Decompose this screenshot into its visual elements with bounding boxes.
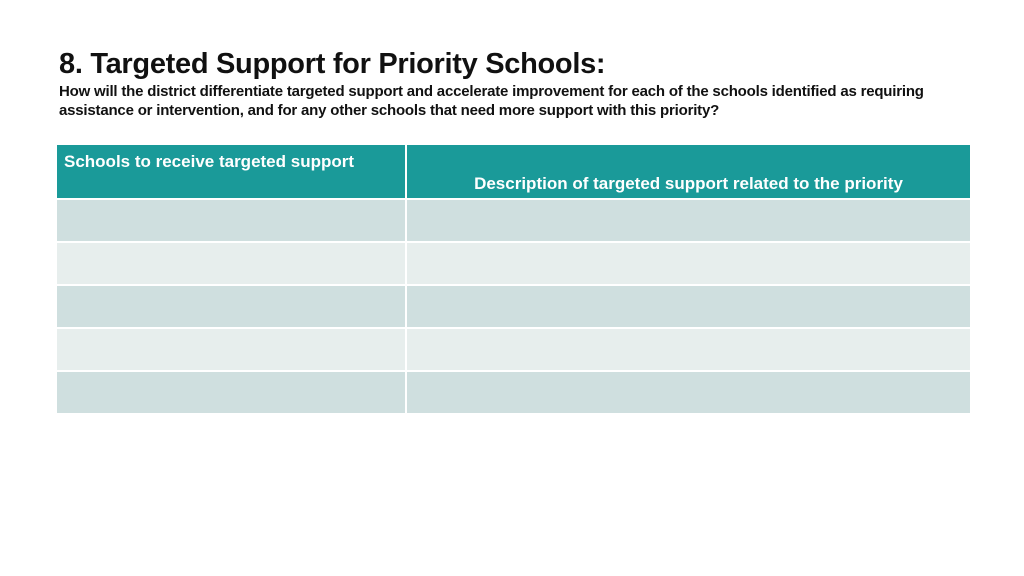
slide-question: How will the district differentiate targ… [59, 83, 924, 119]
school-cell[interactable] [57, 285, 407, 329]
school-cell[interactable] [57, 242, 407, 286]
school-cell[interactable] [57, 328, 407, 372]
table-row [57, 285, 970, 329]
table-header-row: Schools to receive targeted support Desc… [57, 145, 970, 200]
column-header-schools-label: Schools to receive targeted support [64, 152, 355, 171]
column-header-description-label: Description of targeted support related … [474, 174, 903, 193]
description-cell[interactable] [406, 199, 970, 243]
school-cell[interactable] [57, 199, 407, 243]
description-cell[interactable] [406, 328, 970, 372]
description-cell[interactable] [406, 285, 970, 329]
column-header-description: Description of targeted support related … [406, 145, 970, 200]
school-cell[interactable] [57, 371, 407, 415]
description-cell[interactable] [406, 371, 970, 415]
table-row [57, 242, 970, 286]
targeted-support-table: Schools to receive targeted support Desc… [57, 145, 970, 415]
table-row [57, 371, 970, 415]
slide-title: 8. Targeted Support for Priority Schools… [59, 48, 606, 80]
table-row [57, 328, 970, 372]
description-cell[interactable] [406, 242, 970, 286]
column-header-schools: Schools to receive targeted support [57, 145, 407, 200]
table-row [57, 199, 970, 243]
